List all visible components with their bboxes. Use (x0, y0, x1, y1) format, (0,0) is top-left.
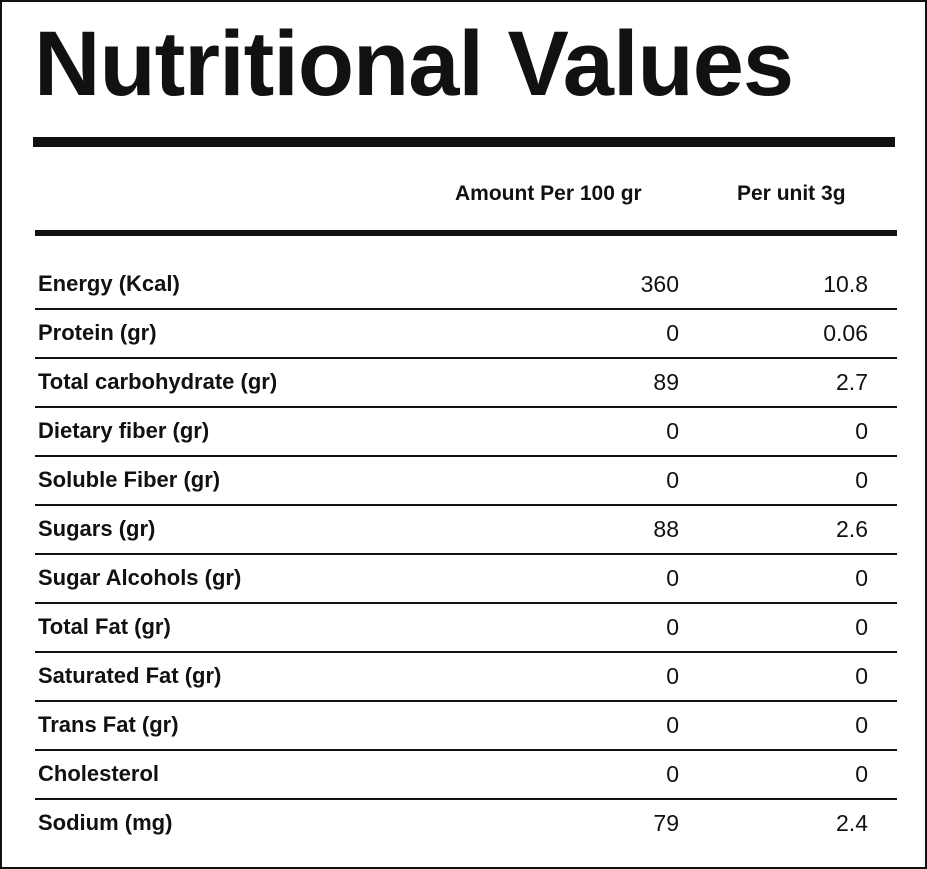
table-row: Sugars (gr) 88 2.6 (35, 505, 897, 555)
per-100-value: 0 (666, 712, 679, 738)
nutrition-table: Energy (Kcal) 360 10.8 Protein (gr) 0 0.… (35, 260, 897, 848)
page-title: Nutritional Values (34, 13, 794, 115)
table-row: Sodium (mg) 79 2.4 (35, 799, 897, 848)
per-100-value: 0 (666, 418, 679, 444)
nutrient-label: Cholesterol (38, 761, 160, 786)
nutrient-label: Sodium (mg) (38, 810, 173, 835)
nutrient-label: Saturated Fat (gr) (38, 663, 222, 688)
nutrient-label: Energy (Kcal) (38, 271, 180, 296)
table-row: Total carbohydrate (gr) 89 2.7 (35, 358, 897, 408)
nutrient-label: Trans Fat (gr) (38, 712, 179, 737)
per-100-value: 89 (653, 369, 679, 395)
per-100-value: 360 (640, 271, 679, 297)
per-100-value: 88 (653, 516, 679, 542)
table-row: Saturated Fat (gr) 0 0 (35, 652, 897, 702)
per-unit-value: 0 (855, 663, 868, 689)
table-row: Total Fat (gr) 0 0 (35, 603, 897, 653)
per-100-value: 0 (666, 614, 679, 640)
per-unit-value: 2.6 (836, 516, 868, 542)
column-header-per-unit: Per unit 3g (737, 182, 846, 205)
per-unit-value: 0 (855, 565, 868, 591)
per-100-value: 0 (666, 663, 679, 689)
nutrient-label: Soluble Fiber (gr) (38, 467, 221, 492)
header-divider (35, 230, 897, 236)
table-row: Sugar Alcohols (gr) 0 0 (35, 554, 897, 604)
per-100-value: 0 (666, 320, 679, 346)
per-unit-value: 0.06 (823, 320, 868, 346)
nutrient-label: Sugars (gr) (38, 516, 156, 541)
title-divider (33, 137, 895, 147)
per-100-value: 0 (666, 467, 679, 493)
per-unit-value: 10.8 (823, 271, 868, 297)
nutrient-label: Sugar Alcohols (gr) (38, 565, 242, 590)
nutrient-label: Total carbohydrate (gr) (38, 369, 278, 394)
column-header-per-100: Amount Per 100 gr (455, 182, 642, 205)
per-unit-value: 0 (855, 712, 868, 738)
table-row: Protein (gr) 0 0.06 (35, 309, 897, 359)
table-row: Dietary fiber (gr) 0 0 (35, 407, 897, 457)
per-100-value: 0 (666, 761, 679, 787)
per-100-value: 0 (666, 565, 679, 591)
nutrient-label: Dietary fiber (gr) (38, 418, 210, 443)
per-unit-value: 0 (855, 467, 868, 493)
per-unit-value: 0 (855, 614, 868, 640)
per-unit-value: 2.7 (836, 369, 868, 395)
per-unit-value: 0 (855, 418, 868, 444)
per-unit-value: 0 (855, 761, 868, 787)
table-row: Soluble Fiber (gr) 0 0 (35, 456, 897, 506)
table-row: Cholesterol 0 0 (35, 750, 897, 800)
per-unit-value: 2.4 (836, 810, 868, 836)
nutrient-label: Total Fat (gr) (38, 614, 171, 639)
table-row: Trans Fat (gr) 0 0 (35, 701, 897, 751)
nutrient-label: Protein (gr) (38, 320, 157, 345)
table-row: Energy (Kcal) 360 10.8 (35, 260, 897, 310)
per-100-value: 79 (653, 810, 679, 836)
